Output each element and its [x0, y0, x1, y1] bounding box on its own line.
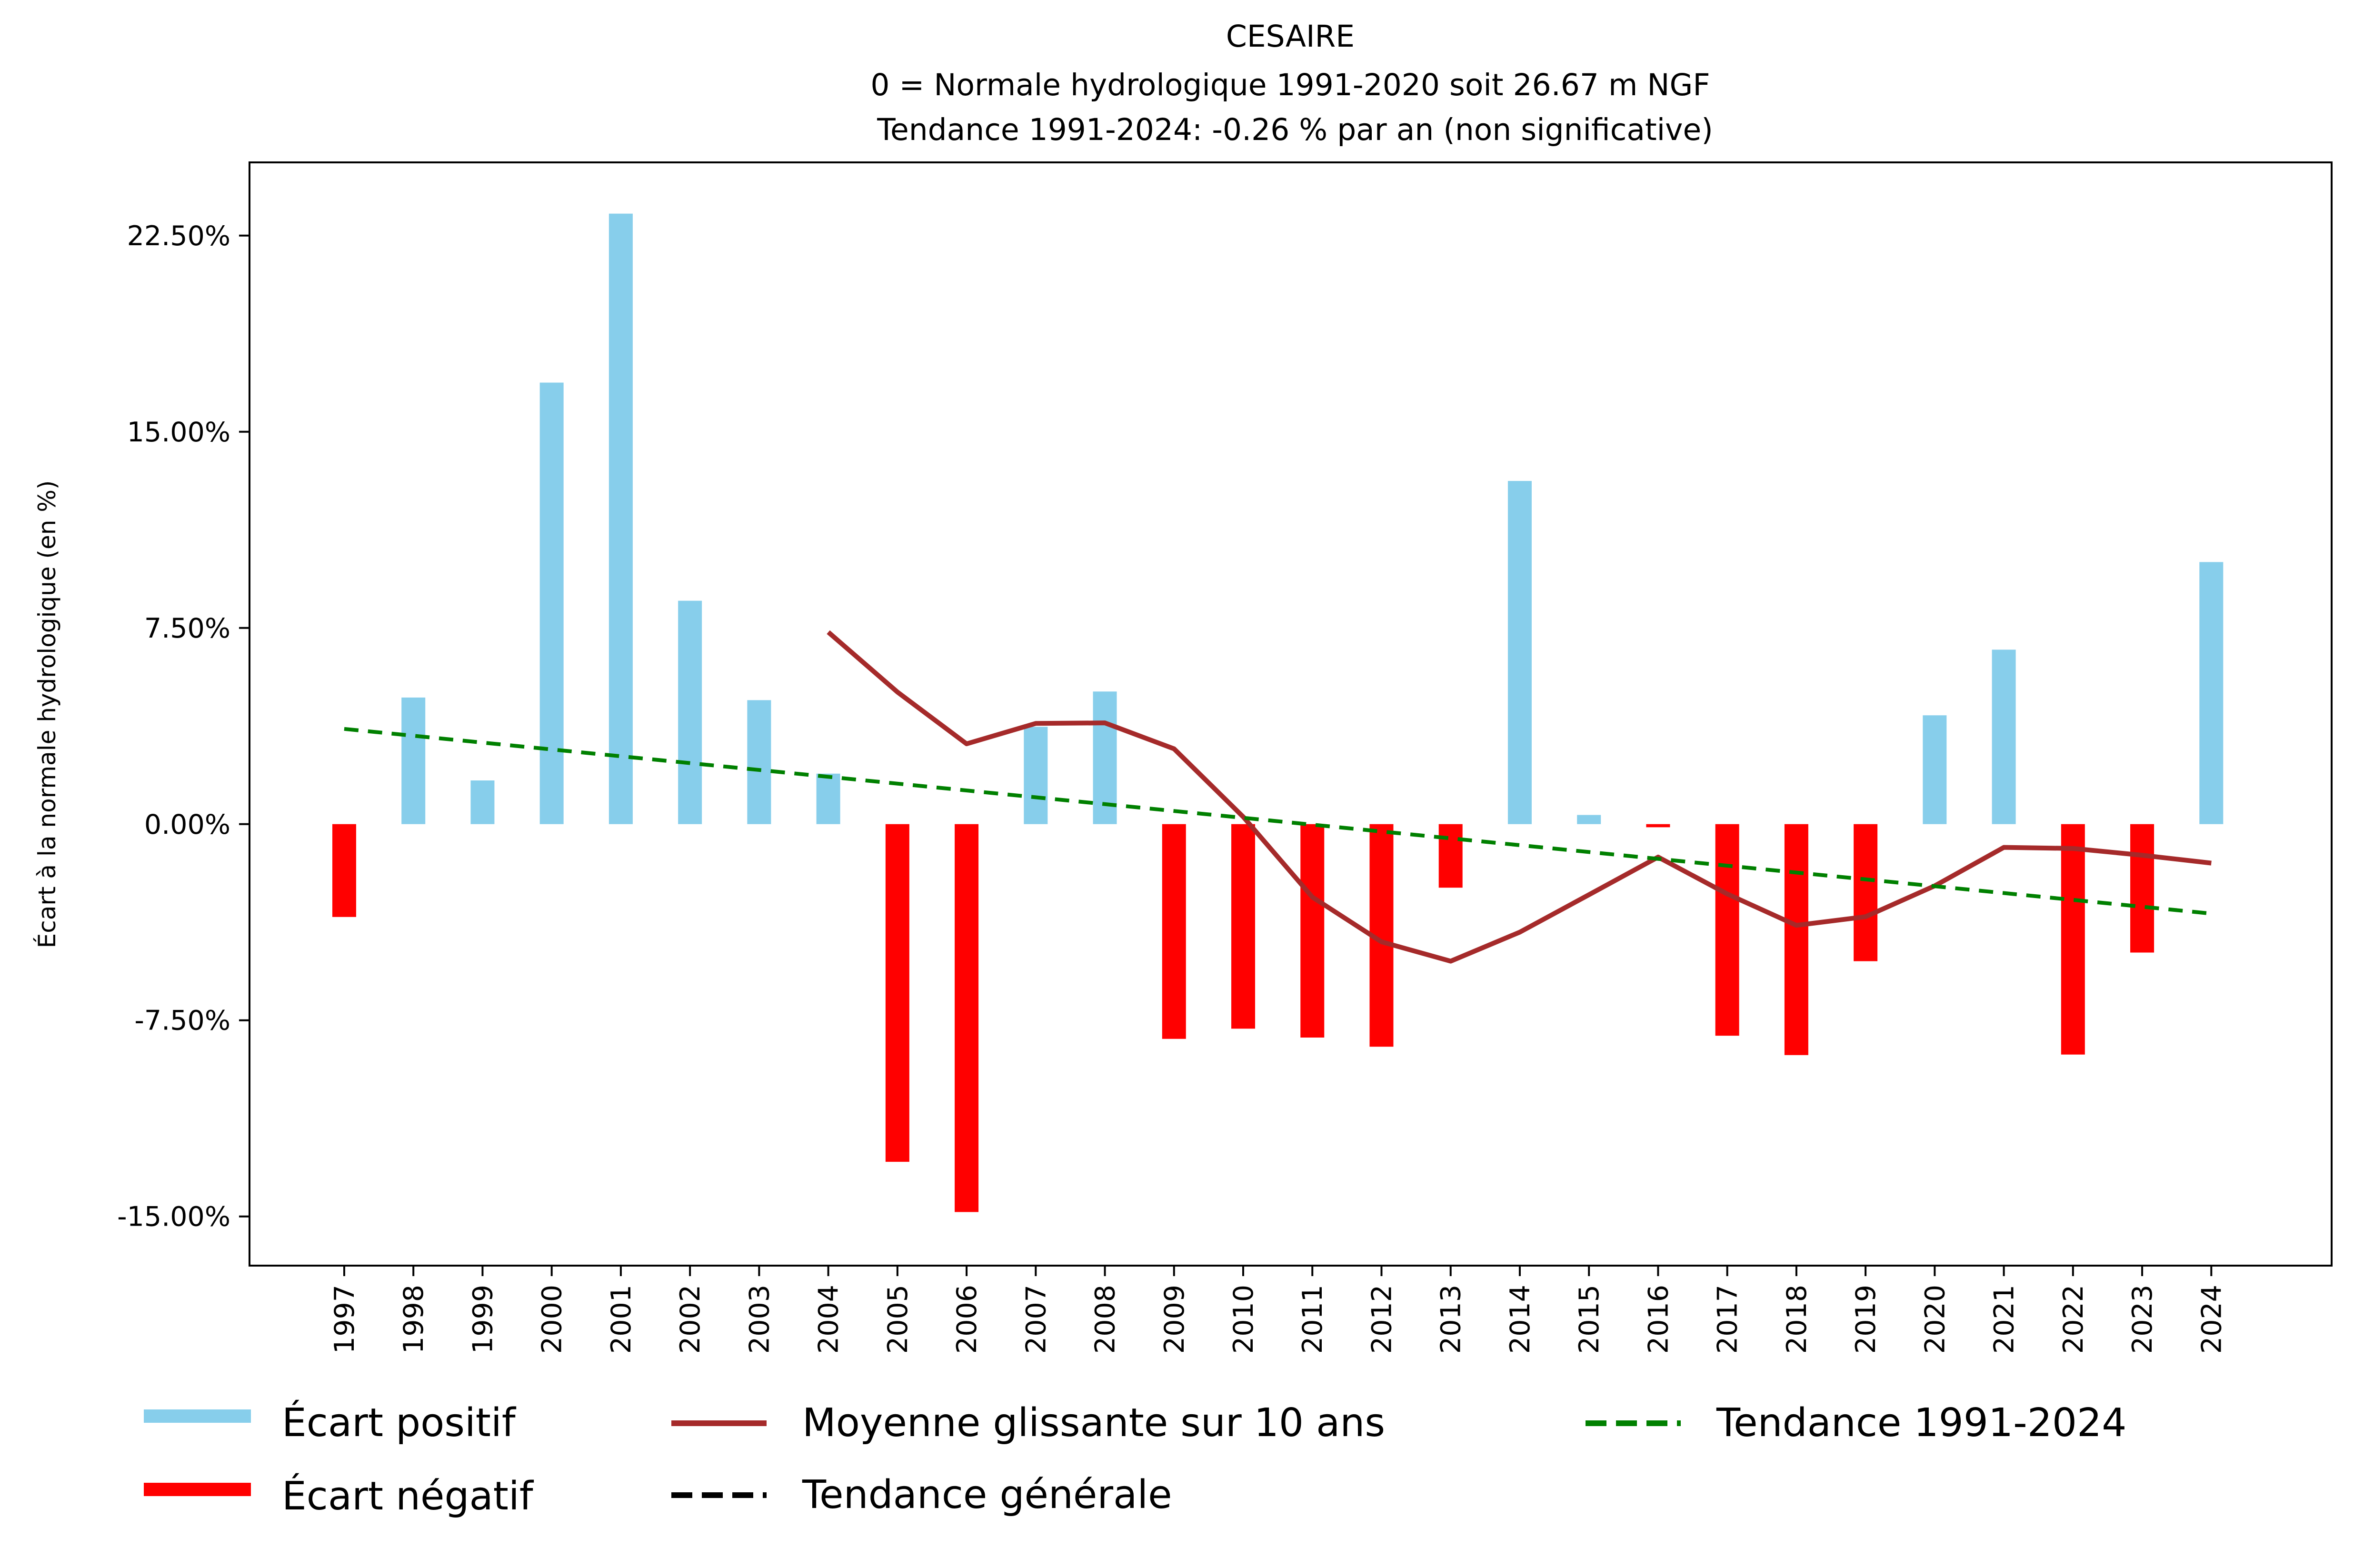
bar-2001	[608, 213, 633, 824]
y-tick-label: 15.00%	[127, 417, 230, 448]
bar-2024	[2199, 562, 2224, 824]
x-tick-label: 2016	[1643, 1285, 1674, 1354]
legend-swatch-negative	[144, 1483, 251, 1496]
y-tick-label: 7.50%	[144, 613, 230, 644]
bar-2005	[885, 824, 909, 1162]
x-tick-label: 2014	[1505, 1285, 1536, 1354]
legend-item-positive: Écart positif	[144, 1400, 517, 1446]
x-tick-label: 2018	[1781, 1285, 1813, 1354]
y-tick-label: -15.00%	[117, 1201, 230, 1233]
bar-2002	[678, 600, 702, 824]
x-tick-label: 2003	[744, 1285, 775, 1354]
bar-2018	[1784, 824, 1808, 1055]
title-line-2: 0 = Normale hydrologique 1991-2020 soit …	[870, 68, 1710, 102]
bar-2022	[2061, 824, 2085, 1055]
x-tick-label: 2010	[1228, 1285, 1259, 1354]
x-tick-label: 1999	[467, 1285, 499, 1354]
bar-2013	[1438, 824, 1463, 888]
moving-average-line	[827, 630, 2212, 964]
bar-2006	[955, 824, 979, 1212]
x-tick-label: 2006	[951, 1285, 983, 1354]
y-tick-label: 0.00%	[144, 809, 230, 840]
legend-label-positive: Écart positif	[282, 1400, 517, 1446]
bar-2000	[539, 382, 564, 824]
x-tick-label: 2012	[1366, 1285, 1397, 1354]
x-tick-label: 2024	[2196, 1285, 2227, 1354]
chart-title: CESAIRE 0 = Normale hydrologique 1991-20…	[868, 19, 1713, 147]
bar-1999	[470, 780, 495, 824]
x-tick-label: 2005	[882, 1285, 914, 1354]
bar-2023	[2130, 824, 2155, 953]
legend-item-moving-average: Moyenne glissante sur 10 ans	[671, 1400, 1385, 1446]
bar-2007	[1024, 727, 1048, 824]
trend-line	[344, 727, 2212, 916]
title-line-1: CESAIRE	[1226, 19, 1355, 54]
bar-1997	[332, 824, 356, 917]
x-tick-label: 2021	[1989, 1285, 2020, 1354]
x-tick-label: 2023	[2127, 1285, 2158, 1354]
x-tick-label: 2015	[1574, 1285, 1605, 1354]
legend-item-negative: Écart négatif	[144, 1473, 534, 1519]
bar-2003	[747, 700, 771, 824]
x-tick-label: 2019	[1850, 1285, 1882, 1354]
bar-2019	[1854, 824, 1878, 961]
legend-label-negative: Écart négatif	[282, 1473, 534, 1519]
bar-2020	[1923, 715, 1947, 824]
legend-label-general-trend: Tendance générale	[802, 1472, 1172, 1518]
legend-label-trend: Tendance 1991-2024	[1716, 1400, 2126, 1446]
legend: Écart positif Écart négatif Moyenne glis…	[144, 1400, 2126, 1519]
x-tick-label: 2007	[1020, 1285, 1052, 1354]
bar-2014	[1507, 481, 1532, 824]
y-tick-label: 22.50%	[127, 220, 230, 252]
lines	[344, 630, 2212, 964]
legend-label-moving-average: Moyenne glissante sur 10 ans	[802, 1400, 1385, 1446]
y-tick-label: -7.50%	[134, 1005, 230, 1037]
x-tick-label: 1998	[398, 1285, 429, 1354]
title-line-3: Tendance 1991-2024: -0.26 % par an (non …	[868, 112, 1713, 147]
x-tick-label: 2000	[537, 1285, 568, 1354]
bar-2008	[1093, 691, 1117, 824]
legend-item-general-trend: Tendance générale	[671, 1472, 1172, 1518]
legend-item-trend: Tendance 1991-2024	[1586, 1400, 2126, 1446]
x-tick-label: 2001	[606, 1285, 637, 1354]
y-axis-ticks: -15.00% -7.50% 0.00% 7.50% 15.00% 22.50%	[117, 220, 249, 1233]
x-tick-label: 2009	[1159, 1285, 1190, 1354]
bar-2021	[1992, 649, 2016, 824]
x-tick-label: 2017	[1712, 1285, 1744, 1354]
x-tick-label: 2002	[675, 1285, 706, 1354]
x-tick-label: 2011	[1297, 1285, 1328, 1354]
y-axis-label: Écart à la normale hydrologique (en %)	[33, 480, 61, 949]
x-tick-label: 1997	[329, 1285, 360, 1354]
bar-2017	[1715, 824, 1739, 1036]
x-tick-label: 2004	[813, 1285, 845, 1354]
bar-2010	[1231, 824, 1256, 1029]
bar-2009	[1162, 824, 1186, 1039]
bars	[332, 213, 2224, 1212]
x-tick-label: 2020	[1919, 1285, 1951, 1354]
x-axis-ticks: 1997 1998 1999 2000 2001 2002 2003 2004 2005 2006…	[329, 1266, 2227, 1354]
legend-swatch-positive	[144, 1409, 251, 1423]
bar-1998	[401, 697, 426, 824]
bar-2004	[816, 773, 840, 824]
x-tick-label: 2022	[2058, 1285, 2089, 1354]
x-tick-label: 2013	[1436, 1285, 1467, 1354]
bar-2011	[1300, 824, 1325, 1038]
x-tick-label: 2008	[1090, 1285, 1121, 1354]
plot-frame	[249, 161, 2333, 1267]
bar-2016	[1646, 824, 1670, 828]
bar-2015	[1577, 815, 1601, 824]
